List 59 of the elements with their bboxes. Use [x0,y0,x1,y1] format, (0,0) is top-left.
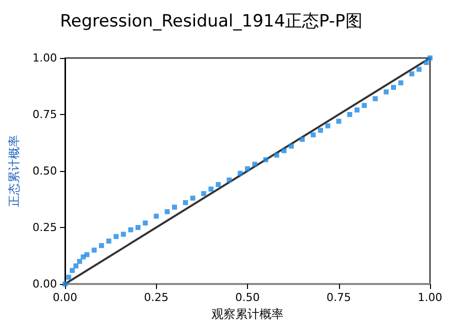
y-tick-label: 1.00 [32,52,57,64]
chart-title: Regression_Residual_1914正态P-P图 [60,12,362,32]
point [201,191,206,196]
point [424,60,429,66]
x-tick-label: 0.50 [235,291,260,304]
point [347,112,352,117]
point [114,234,119,240]
point [120,232,126,237]
point [354,107,360,112]
point [84,252,90,258]
point [142,220,148,226]
point [99,243,104,248]
point [136,225,140,230]
point [190,196,196,201]
point [336,118,342,124]
y-tick-label: 0.00 [32,278,57,290]
point [70,268,75,273]
point [62,282,68,286]
point [391,84,396,90]
point [216,182,221,188]
point [384,89,389,94]
point [310,132,316,138]
point [325,123,330,128]
point [164,209,170,214]
x-axis-title: 观察累计概率 [212,306,284,321]
point [226,178,232,183]
point [274,152,280,158]
point [154,214,159,219]
y-tick-label: 0.50 [32,164,57,178]
x-tick-label: 0.00 [52,291,78,304]
point [252,162,258,167]
point [238,170,243,176]
point [77,258,82,264]
y-tick-label: 0.25 [32,221,57,234]
point [92,248,97,253]
point [66,274,72,280]
point [372,96,378,102]
point [318,128,323,133]
point [128,227,134,232]
y-axis-title: 正态累计概率 [7,135,21,207]
point [409,71,414,76]
point [106,238,112,244]
point [300,136,305,142]
point [398,80,404,86]
point [362,102,367,108]
point [282,148,286,154]
point [172,204,177,210]
x-tick-label: 0.75 [326,291,351,304]
point [263,157,268,162]
point [182,200,188,206]
point [428,56,432,60]
y-tick-label: 0.75 [32,108,57,121]
x-tick-label: 0.25 [144,291,168,304]
point [245,166,250,172]
point [288,144,294,149]
point [73,263,78,268]
x-tick-label: 1.00 [418,291,442,304]
point [208,186,214,192]
point [416,66,422,72]
